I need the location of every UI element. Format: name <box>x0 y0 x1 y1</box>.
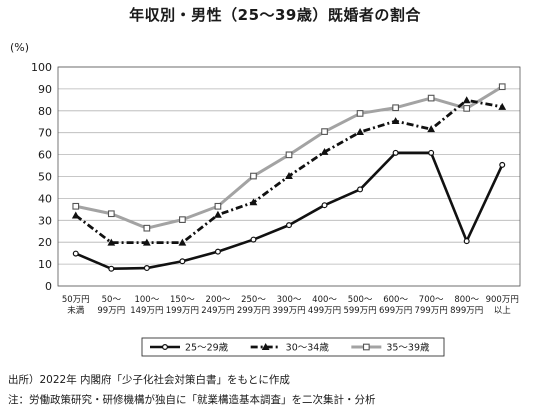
y-tick-label: 100 <box>31 61 52 74</box>
data-point <box>462 96 471 104</box>
y-tick-label: 30 <box>38 214 52 227</box>
data-point <box>321 128 328 135</box>
data-point <box>249 198 258 206</box>
data-point <box>362 343 370 351</box>
data-point <box>108 265 115 272</box>
plot-frame <box>57 66 521 287</box>
x-tick-label: 399万円 <box>272 306 305 316</box>
data-point <box>427 94 435 102</box>
data-point <box>427 125 436 133</box>
x-tick-label: 150〜 <box>170 295 195 305</box>
legend-item: 25〜29歳 <box>150 342 229 354</box>
legend: 25〜29歳 30〜34歳 35〜39歳 <box>141 337 445 357</box>
x-tick-label: 249万円 <box>201 306 234 316</box>
legend-box <box>141 337 445 357</box>
legend-item: 35〜39歳 <box>351 342 430 354</box>
data-point <box>391 117 400 125</box>
data-point <box>320 147 329 155</box>
data-point <box>143 224 151 232</box>
series-3 <box>72 83 506 232</box>
series-line <box>75 151 504 271</box>
y-tick-label: 70 <box>38 127 52 140</box>
data-point <box>72 250 79 257</box>
x-tick-label: 699万円 <box>379 306 412 316</box>
x-tick-label: 300〜 <box>277 295 302 305</box>
y-tick-label: 20 <box>38 236 52 249</box>
series-2 <box>71 96 507 246</box>
x-tick-label: 250〜 <box>241 295 266 305</box>
data-series <box>71 83 507 272</box>
data-point <box>214 248 221 255</box>
chart-title: 年収別・男性（25〜39歳）既婚者の割合 <box>129 6 421 24</box>
data-point <box>179 216 186 223</box>
y-tick-label: 40 <box>38 192 52 205</box>
data-point <box>392 149 399 156</box>
x-tick-label: 700〜 <box>419 295 444 305</box>
y-tick-label: 60 <box>38 149 52 162</box>
data-point <box>392 104 399 112</box>
y-tick-label: 50 <box>38 171 52 184</box>
data-point <box>321 202 328 209</box>
data-point <box>285 151 293 159</box>
data-point <box>356 128 364 136</box>
data-point <box>286 222 293 229</box>
data-point <box>179 258 186 265</box>
x-tick-label: 599万円 <box>343 306 376 316</box>
x-tick-label: 50万円 <box>62 295 90 305</box>
data-point <box>143 265 150 272</box>
x-tick-label: 900万円 <box>486 295 519 305</box>
x-tick-label: 149万円 <box>130 306 163 316</box>
legend-label: 30〜34歳 <box>286 342 330 354</box>
x-tick-label: 499万円 <box>308 306 341 316</box>
x-tick-label: 199万円 <box>166 306 199 316</box>
x-tick-label: 400〜 <box>312 295 337 305</box>
x-tick-label: 99万円 <box>97 306 125 316</box>
data-point <box>463 105 471 112</box>
y-axis-unit: (%) <box>10 41 29 54</box>
data-point <box>285 172 293 180</box>
legend-label: 35〜39歳 <box>386 342 430 354</box>
x-tick-label: 200〜 <box>206 295 231 305</box>
data-point <box>498 102 507 110</box>
y-tick-label: 90 <box>38 83 52 96</box>
x-tick-label: 以上 <box>494 306 512 316</box>
x-tick-label: 299万円 <box>237 306 270 316</box>
x-tick-label: 50〜 <box>102 295 122 305</box>
x-tick-label: 799万円 <box>415 306 448 316</box>
data-point <box>107 210 115 218</box>
data-point <box>428 149 435 156</box>
x-tick-label: 未満 <box>67 305 85 316</box>
x-tick-label: 600〜 <box>383 295 408 305</box>
y-tick-label: 80 <box>38 105 52 118</box>
data-point <box>107 238 116 246</box>
data-point <box>214 210 222 218</box>
data-point <box>250 236 257 243</box>
y-tick-label: 10 <box>38 258 52 271</box>
x-tick-label: 100〜 <box>134 295 159 305</box>
x-tick-label: 500〜 <box>348 295 373 305</box>
data-point <box>250 172 257 180</box>
data-point <box>72 202 80 210</box>
legend-label: 25〜29歳 <box>185 342 229 354</box>
data-point <box>142 238 151 246</box>
data-point <box>499 161 506 168</box>
x-tick-label: 899万円 <box>450 306 483 316</box>
data-point <box>178 238 187 246</box>
data-point <box>162 344 169 351</box>
data-point <box>463 238 470 245</box>
data-point <box>357 186 364 193</box>
legend-item: 30〜34歳 <box>250 342 330 354</box>
series-1 <box>72 149 506 272</box>
method-note: 注：労働政策研究・研修機構が独自に「就業構造基本調査」を二次集計・分析 <box>8 394 376 406</box>
source-note: 出所）2022年 内閣府「少子化社会対策白書」をもとに作成 <box>8 374 290 386</box>
data-point <box>214 202 222 210</box>
data-point <box>498 83 506 91</box>
data-point <box>71 211 80 219</box>
x-tick-label: 800〜 <box>454 295 479 305</box>
y-tick-label: 0 <box>45 280 52 293</box>
data-point <box>356 110 364 117</box>
data-point <box>261 342 270 350</box>
